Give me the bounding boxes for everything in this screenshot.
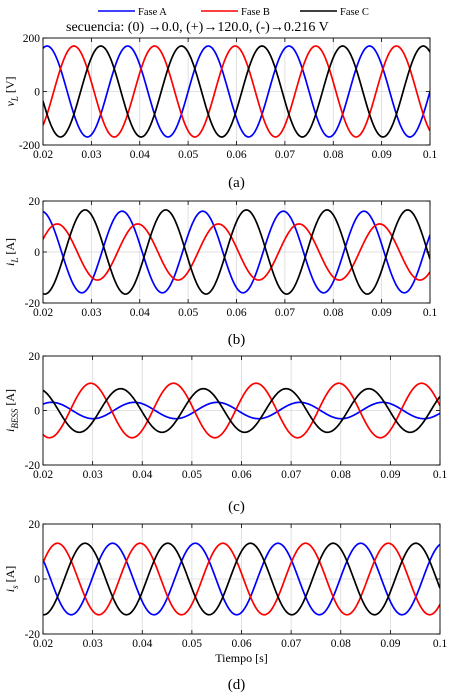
y-axis-label: vL [V] xyxy=(3,76,20,106)
series-line-fase-a xyxy=(43,45,430,138)
x-tick-label: 0.02 xyxy=(33,149,53,161)
series-group xyxy=(43,542,440,616)
x-tick-label: 0.05 xyxy=(182,469,202,481)
x-tick-label: 0.09 xyxy=(380,638,400,650)
y-tick-label: 0 xyxy=(34,87,40,99)
y-tick-label: 0 xyxy=(34,574,40,586)
x-tick-label: 0.05 xyxy=(178,149,198,161)
x-tick-label: 0.09 xyxy=(372,149,392,161)
legend-label-fase-b: Fase B xyxy=(241,7,270,18)
y-tick-label: 20 xyxy=(29,519,41,531)
series-line-fase-b xyxy=(43,223,430,281)
series-group xyxy=(43,382,440,439)
panel-d: 0.02 0.03 0.04 0.05 0.06 0.07 0.08 0.09 0.1 -20 0 2… xyxy=(3,519,447,693)
grid xyxy=(43,524,440,634)
x-tick-label: 0.05 xyxy=(178,307,198,319)
grid xyxy=(43,38,430,145)
x-tick-label: 0.03 xyxy=(81,307,101,319)
x-axis-label: Tiempo [s] xyxy=(215,651,268,665)
panel-a: 0.02 0.03 0.04 0.05 0.06 0.07 0.08 0.09 0.1 -200 0… xyxy=(3,33,437,191)
x-tick-label: 0.1 xyxy=(433,638,448,650)
x-tick-label: 0.02 xyxy=(33,638,53,650)
y-axis-label: iL [A] xyxy=(3,238,20,266)
series-line-fase-b xyxy=(43,542,440,616)
x-tick-label: 0.07 xyxy=(281,638,301,650)
y-tick-label: -20 xyxy=(25,298,41,310)
x-tick-label: 0.08 xyxy=(331,469,351,481)
series-line-fase-c xyxy=(43,387,440,434)
x-tick-label: 0.06 xyxy=(231,469,251,481)
panel-b: 0.02 0.03 0.04 0.05 0.06 0.07 0.08 0.09 0.1 -20 0 2… xyxy=(3,196,437,348)
y-axis-label: iBESS [A] xyxy=(3,389,20,432)
panel-caption: (d) xyxy=(228,677,246,693)
x-tick-label: 0.09 xyxy=(372,307,392,319)
y-tick-label: 20 xyxy=(29,351,41,363)
legend: Fase A Fase B Fase C xyxy=(98,7,369,18)
y-tick-label: 0 xyxy=(34,247,40,259)
panel-caption: (a) xyxy=(228,175,245,191)
legend-label-fase-c: Fase C xyxy=(340,7,369,18)
panel-caption: (b) xyxy=(228,332,246,348)
series-group xyxy=(43,209,430,295)
x-tick-label: 0.04 xyxy=(130,149,150,161)
x-tick-label: 0.1 xyxy=(423,307,438,319)
series-line-fase-c xyxy=(43,542,440,616)
x-tick-label: 0.08 xyxy=(323,307,343,319)
chart-subtitle: secuencia: (0) →0.0, (+)→120.0, (-)→0.21… xyxy=(66,20,329,35)
x-tick-label: 0.1 xyxy=(433,469,448,481)
x-tick-label: 0.04 xyxy=(130,307,150,319)
x-tick-label: 0.1 xyxy=(423,149,438,161)
x-tick-label: 0.08 xyxy=(331,638,351,650)
panel-caption: (c) xyxy=(228,499,245,515)
x-tick-label: 0.09 xyxy=(380,469,400,481)
series-line-fase-a xyxy=(43,210,430,294)
y-axis-label: is [A] xyxy=(3,566,20,593)
y-tick-label: -20 xyxy=(25,629,41,641)
x-tick-label: 0.06 xyxy=(226,307,246,319)
x-tick-label: 0.04 xyxy=(132,638,152,650)
x-tick-label: 0.02 xyxy=(33,307,53,319)
x-tick-label: 0.06 xyxy=(231,638,251,650)
x-tick-label: 0.03 xyxy=(83,638,103,650)
x-tick-label: 0.07 xyxy=(281,469,301,481)
x-tick-label: 0.04 xyxy=(132,469,152,481)
series-group xyxy=(43,45,430,138)
series-line-fase-a xyxy=(43,542,440,616)
y-tick-label: 200 xyxy=(23,33,41,45)
x-tick-label: 0.02 xyxy=(33,469,53,481)
y-tick-label: -20 xyxy=(25,460,41,472)
y-tick-label: -200 xyxy=(19,140,40,152)
series-line-fase-a xyxy=(43,401,440,420)
panel-c: 0.02 0.03 0.04 0.05 0.06 0.07 0.08 0.09 0.1 -20 0 2… xyxy=(3,351,447,515)
series-line-fase-c xyxy=(43,45,430,138)
series-line-fase-b xyxy=(43,45,430,138)
series-line-fase-b xyxy=(43,382,440,439)
x-tick-label: 0.07 xyxy=(275,149,295,161)
grid xyxy=(43,356,440,465)
grid xyxy=(43,201,430,303)
x-tick-label: 0.05 xyxy=(182,638,202,650)
y-tick-label: 0 xyxy=(34,406,40,418)
x-tick-label: 0.08 xyxy=(323,149,343,161)
x-tick-label: 0.03 xyxy=(83,469,103,481)
x-tick-label: 0.03 xyxy=(81,149,101,161)
x-tick-label: 0.07 xyxy=(275,307,295,319)
legend-label-fase-a: Fase A xyxy=(138,7,167,18)
y-tick-label: 20 xyxy=(29,196,41,208)
series-line-fase-c xyxy=(43,209,430,295)
x-tick-label: 0.06 xyxy=(226,149,246,161)
